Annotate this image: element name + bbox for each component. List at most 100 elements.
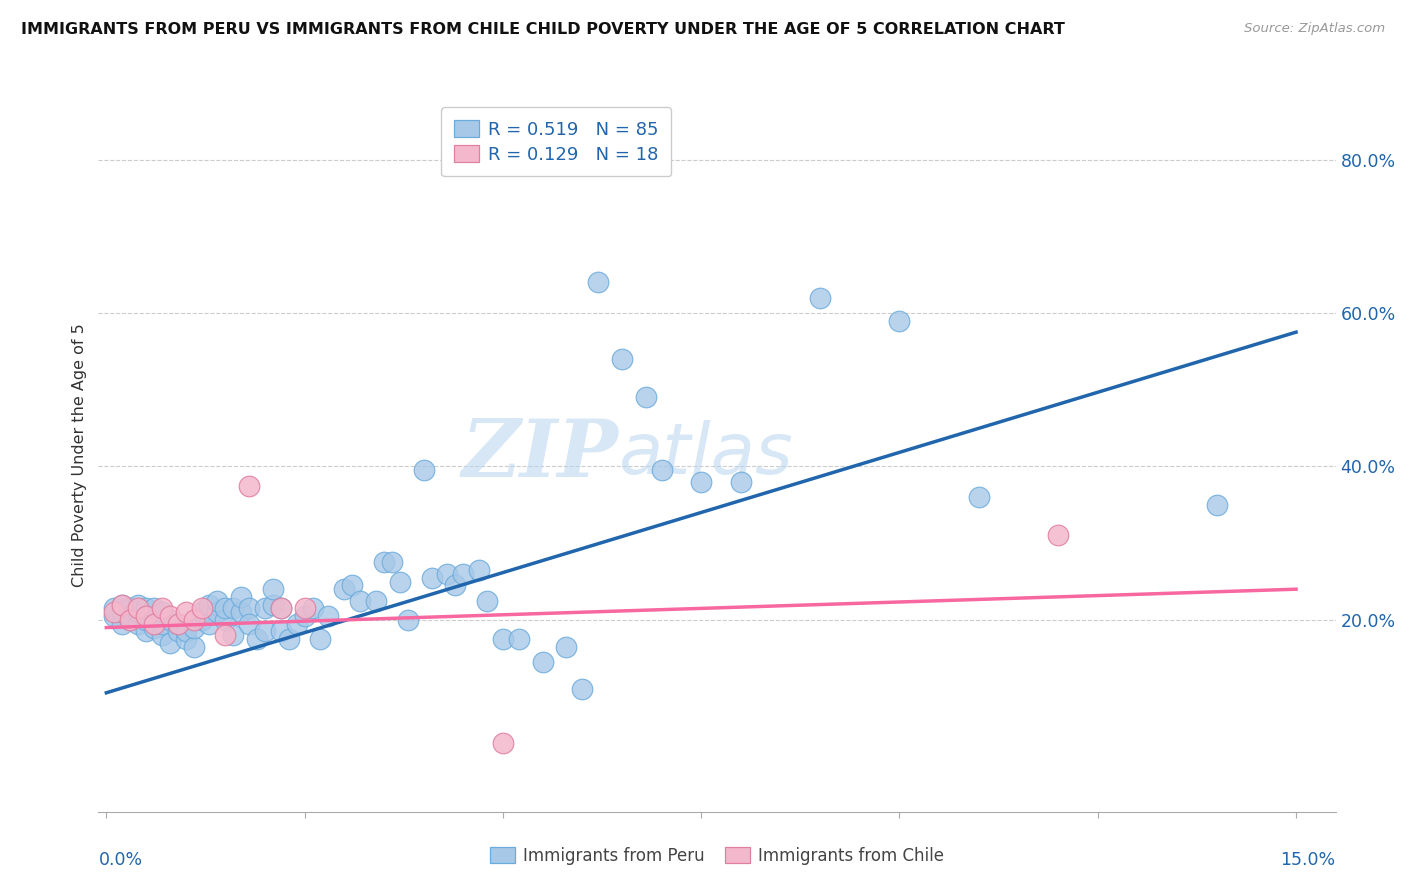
Point xyxy=(333,582,356,597)
Text: Source: ZipAtlas.com: Source: ZipAtlas.com xyxy=(1244,22,1385,36)
Point xyxy=(127,598,149,612)
Point xyxy=(388,574,411,589)
Point xyxy=(120,609,142,624)
Point xyxy=(190,613,212,627)
Point xyxy=(150,628,173,642)
Point xyxy=(198,598,221,612)
Point xyxy=(285,616,308,631)
Point xyxy=(222,601,245,615)
Point xyxy=(246,632,269,646)
Point xyxy=(967,490,990,504)
Point xyxy=(610,351,633,366)
Point xyxy=(142,609,165,624)
Point xyxy=(183,640,205,654)
Point xyxy=(270,624,292,639)
Point xyxy=(444,578,467,592)
Point xyxy=(174,624,197,639)
Y-axis label: Child Poverty Under the Age of 5: Child Poverty Under the Age of 5 xyxy=(72,323,87,587)
Point xyxy=(231,605,253,619)
Point xyxy=(253,624,276,639)
Point xyxy=(127,616,149,631)
Point xyxy=(127,601,149,615)
Point xyxy=(166,616,188,631)
Point xyxy=(475,593,498,607)
Point xyxy=(373,555,395,569)
Point xyxy=(174,605,197,619)
Point xyxy=(889,313,911,327)
Point xyxy=(159,609,181,624)
Point xyxy=(103,601,125,615)
Point xyxy=(651,463,673,477)
Point xyxy=(183,613,205,627)
Point xyxy=(253,601,276,615)
Point xyxy=(342,578,364,592)
Point xyxy=(111,598,134,612)
Point xyxy=(294,601,316,615)
Point xyxy=(111,605,134,619)
Point xyxy=(1205,498,1227,512)
Point xyxy=(166,616,188,631)
Point xyxy=(238,478,260,492)
Point xyxy=(555,640,578,654)
Point xyxy=(508,632,530,646)
Point xyxy=(238,616,260,631)
Point xyxy=(111,616,134,631)
Point xyxy=(103,605,125,619)
Point xyxy=(183,621,205,635)
Point xyxy=(190,605,212,619)
Point xyxy=(120,601,142,615)
Point xyxy=(150,601,173,615)
Point xyxy=(142,616,165,631)
Point xyxy=(571,681,593,696)
Point xyxy=(231,590,253,604)
Point xyxy=(396,613,419,627)
Point xyxy=(436,566,458,581)
Point xyxy=(730,475,752,489)
Point xyxy=(301,601,323,615)
Point xyxy=(207,593,229,607)
Legend: Immigrants from Peru, Immigrants from Chile: Immigrants from Peru, Immigrants from Ch… xyxy=(484,840,950,871)
Point xyxy=(103,609,125,624)
Point xyxy=(808,291,831,305)
Point xyxy=(127,605,149,619)
Point xyxy=(207,605,229,619)
Point xyxy=(135,624,157,639)
Point xyxy=(294,609,316,624)
Point xyxy=(262,582,284,597)
Point xyxy=(150,605,173,619)
Point xyxy=(198,616,221,631)
Point xyxy=(451,566,474,581)
Point xyxy=(586,275,609,289)
Point xyxy=(190,601,212,615)
Point xyxy=(142,621,165,635)
Point xyxy=(159,613,181,627)
Point xyxy=(492,632,515,646)
Point xyxy=(468,563,491,577)
Point xyxy=(120,613,142,627)
Text: atlas: atlas xyxy=(619,420,793,490)
Point xyxy=(142,601,165,615)
Point xyxy=(111,598,134,612)
Point xyxy=(150,616,173,631)
Point xyxy=(214,628,236,642)
Point xyxy=(238,601,260,615)
Point xyxy=(222,628,245,642)
Point xyxy=(174,632,197,646)
Point xyxy=(270,601,292,615)
Point xyxy=(270,601,292,615)
Point xyxy=(135,609,157,624)
Point xyxy=(159,636,181,650)
Point xyxy=(412,463,434,477)
Point xyxy=(349,593,371,607)
Point xyxy=(166,624,188,639)
Point xyxy=(262,598,284,612)
Text: ZIP: ZIP xyxy=(461,417,619,493)
Point xyxy=(492,736,515,750)
Point xyxy=(135,601,157,615)
Point xyxy=(364,593,387,607)
Point xyxy=(420,571,443,585)
Point xyxy=(309,632,332,646)
Point xyxy=(318,609,340,624)
Point xyxy=(135,613,157,627)
Point xyxy=(277,632,299,646)
